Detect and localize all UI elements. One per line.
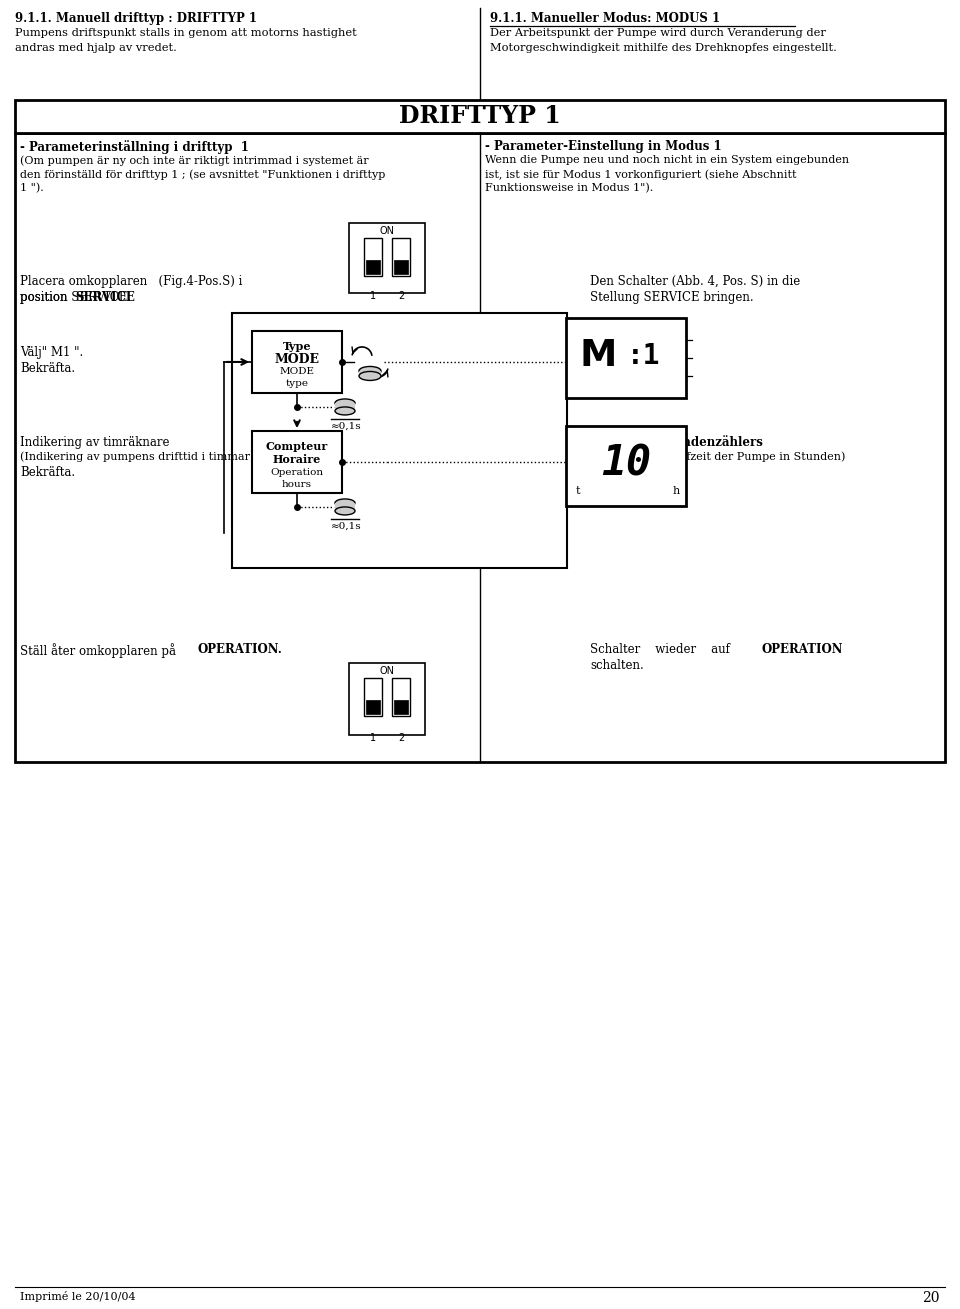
Text: hours: hours <box>282 480 312 490</box>
Text: schalten.: schalten. <box>590 658 644 672</box>
Bar <box>392 238 410 276</box>
Text: Ställ åter omkopplaren på: Ställ åter omkopplaren på <box>20 643 180 658</box>
Text: 2: 2 <box>397 733 404 744</box>
Text: - Parameter-Einstellung in Modus 1: - Parameter-Einstellung in Modus 1 <box>485 140 722 153</box>
Bar <box>364 238 382 276</box>
Ellipse shape <box>335 407 355 415</box>
Bar <box>232 313 567 568</box>
Bar <box>15 99 945 134</box>
Text: andras med hjalp av vredet.: andras med hjalp av vredet. <box>15 43 177 52</box>
Text: Motorgeschwindigkeit mithilfe des Drehknopfes eingestellt.: Motorgeschwindigkeit mithilfe des Drehkn… <box>490 43 837 52</box>
Bar <box>349 662 425 734</box>
Bar <box>392 678 410 716</box>
Text: MODE: MODE <box>275 353 320 367</box>
Text: ≈0,1s: ≈0,1s <box>331 522 362 531</box>
Text: OPERATION.: OPERATION. <box>197 643 282 656</box>
Text: Horaire: Horaire <box>273 454 322 465</box>
Bar <box>15 134 945 762</box>
Text: Operation: Operation <box>271 467 324 476</box>
Text: Pumpens driftspunkt stalls in genom att motorns hastighet: Pumpens driftspunkt stalls in genom att … <box>15 27 357 38</box>
Text: 2: 2 <box>397 291 404 301</box>
Text: Bekräfta.: Bekräfta. <box>20 363 75 374</box>
Text: M1 auswählen.: M1 auswählen. <box>590 346 681 359</box>
Text: ON: ON <box>379 226 395 236</box>
Text: MODE: MODE <box>279 367 315 376</box>
Text: ≈0,1s: ≈0,1s <box>331 421 362 431</box>
Text: 1: 1 <box>370 291 376 301</box>
Text: (Indikering av pumpens drifttid i timmar): (Indikering av pumpens drifttid i timmar… <box>20 452 254 462</box>
Text: position SERVICE.: position SERVICE. <box>20 291 132 304</box>
Text: position: position <box>20 291 71 304</box>
Ellipse shape <box>335 499 355 507</box>
Text: OPERATION: OPERATION <box>762 643 844 656</box>
Text: 9.1.1. Manuell drifttyp : DRIFTTYP 1: 9.1.1. Manuell drifttyp : DRIFTTYP 1 <box>15 12 257 25</box>
Text: (Anzeige der Laufzeit der Pumpe in Stunden): (Anzeige der Laufzeit der Pumpe in Stund… <box>590 452 846 462</box>
Text: DRIFTTYP 1: DRIFTTYP 1 <box>399 103 561 128</box>
Text: 1 ").: 1 "). <box>20 183 44 194</box>
Text: Compteur: Compteur <box>266 441 328 452</box>
Bar <box>349 223 425 293</box>
Bar <box>566 318 686 398</box>
Text: ist, ist sie für Modus 1 vorkonfiguriert (siehe Abschnitt: ist, ist sie für Modus 1 vorkonfiguriert… <box>485 169 797 179</box>
Bar <box>366 700 380 713</box>
Text: Bekräfta.: Bekräfta. <box>20 466 75 479</box>
Text: Välj" M1 ".: Välj" M1 ". <box>20 346 84 359</box>
Bar <box>252 431 342 493</box>
Text: 20: 20 <box>923 1291 940 1305</box>
Text: t: t <box>576 486 580 496</box>
Text: - Parameterinställning i drifttyp  1: - Parameterinställning i drifttyp 1 <box>20 140 249 154</box>
Text: Schalter    wieder    auf: Schalter wieder auf <box>590 643 745 656</box>
Text: 10: 10 <box>601 442 651 484</box>
Text: Anzeige des: Anzeige des <box>590 436 665 449</box>
Ellipse shape <box>335 507 355 514</box>
Bar <box>252 331 342 393</box>
Text: 1: 1 <box>370 733 376 744</box>
Text: type: type <box>285 380 308 387</box>
Ellipse shape <box>335 399 355 407</box>
Text: h: h <box>672 486 680 496</box>
Bar <box>364 678 382 716</box>
Text: Placera omkopplaren   (Fig.4-Pos.S) i: Placera omkopplaren (Fig.4-Pos.S) i <box>20 275 242 288</box>
Text: :1: :1 <box>627 342 660 370</box>
Text: Imprimé le 20/10/04: Imprimé le 20/10/04 <box>20 1291 135 1302</box>
Text: Stellung SERVICE bringen.: Stellung SERVICE bringen. <box>590 291 754 304</box>
Bar <box>335 503 355 511</box>
Bar <box>394 700 408 713</box>
Text: Bestätigen.: Bestätigen. <box>590 466 658 479</box>
Text: (Om pumpen är ny och inte är riktigt intrimmad i systemet är: (Om pumpen är ny och inte är riktigt int… <box>20 154 369 165</box>
Ellipse shape <box>359 367 381 376</box>
Text: den förinställd för drifttyp 1 ; (se avsnittet "Funktionen i drifttyp: den förinställd för drifttyp 1 ; (se avs… <box>20 169 385 179</box>
Text: SERVICE: SERVICE <box>75 291 134 304</box>
Bar <box>394 260 408 274</box>
Text: 9.1.1. Manueller Modus: MODUS 1: 9.1.1. Manueller Modus: MODUS 1 <box>490 12 720 25</box>
Bar <box>335 403 355 411</box>
Text: Wenn die Pumpe neu und noch nicht in ein System eingebunden: Wenn die Pumpe neu und noch nicht in ein… <box>485 154 850 165</box>
Bar <box>366 260 380 274</box>
Text: Funktionsweise in Modus 1").: Funktionsweise in Modus 1"). <box>485 183 653 194</box>
Text: Den Schalter (Abb. 4, Pos. S) in die: Den Schalter (Abb. 4, Pos. S) in die <box>590 275 801 288</box>
Bar <box>359 370 381 376</box>
Text: Der Arbeitspunkt der Pumpe wird durch Veranderung der: Der Arbeitspunkt der Pumpe wird durch Ve… <box>490 27 826 38</box>
Ellipse shape <box>359 372 381 381</box>
Text: Indikering av timräknare: Indikering av timräknare <box>20 436 170 449</box>
Text: Bestätigen.: Bestätigen. <box>590 363 658 374</box>
Text: M: M <box>579 338 616 374</box>
Bar <box>566 425 686 507</box>
Text: Stundenzählers: Stundenzählers <box>660 436 763 449</box>
Text: ON: ON <box>379 666 395 675</box>
Text: Type: Type <box>283 340 311 352</box>
